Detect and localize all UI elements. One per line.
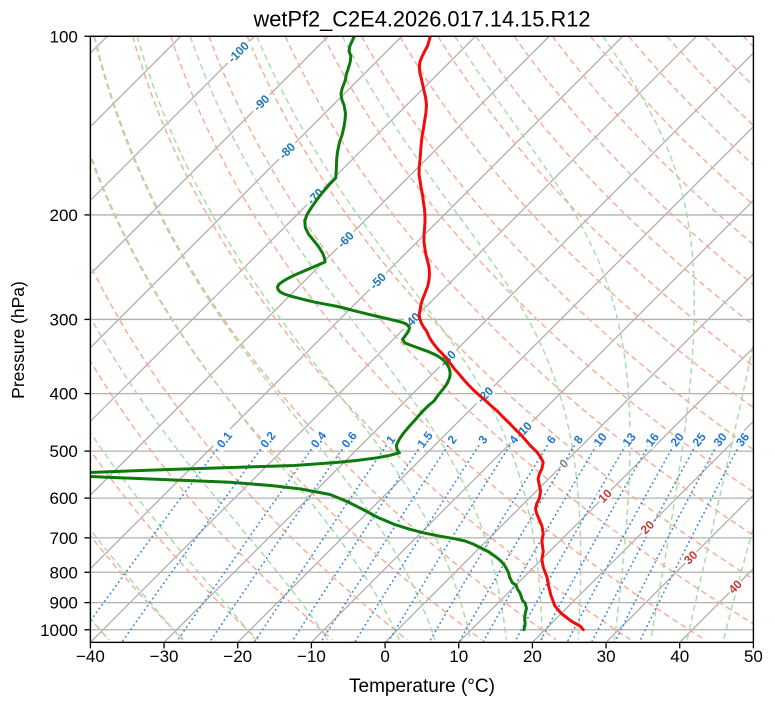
svg-text:−40: −40 (76, 647, 105, 666)
svg-text:400: 400 (50, 385, 78, 404)
svg-text:200: 200 (50, 206, 78, 225)
svg-text:−20: −20 (223, 647, 252, 666)
svg-text:−30: −30 (150, 647, 179, 666)
svg-text:40: 40 (670, 647, 689, 666)
svg-text:Pressure (hPa): Pressure (hPa) (8, 281, 28, 399)
svg-text:1000: 1000 (40, 621, 78, 640)
svg-text:wetPf2_C2E4.2026.017.14.15.R12: wetPf2_C2E4.2026.017.14.15.R12 (253, 6, 591, 31)
svg-text:300: 300 (50, 311, 78, 330)
svg-text:30: 30 (597, 647, 616, 666)
svg-text:50: 50 (744, 647, 763, 666)
svg-text:10: 10 (449, 647, 468, 666)
svg-text:900: 900 (50, 594, 78, 613)
svg-text:100: 100 (50, 27, 78, 46)
svg-text:700: 700 (50, 529, 78, 548)
svg-text:500: 500 (50, 442, 78, 461)
svg-text:−10: −10 (297, 647, 326, 666)
svg-text:800: 800 (50, 563, 78, 582)
svg-text:600: 600 (50, 489, 78, 508)
svg-text:Temperature (°C): Temperature (°C) (349, 676, 495, 697)
svg-text:20: 20 (523, 647, 542, 666)
svg-text:0: 0 (380, 647, 389, 666)
